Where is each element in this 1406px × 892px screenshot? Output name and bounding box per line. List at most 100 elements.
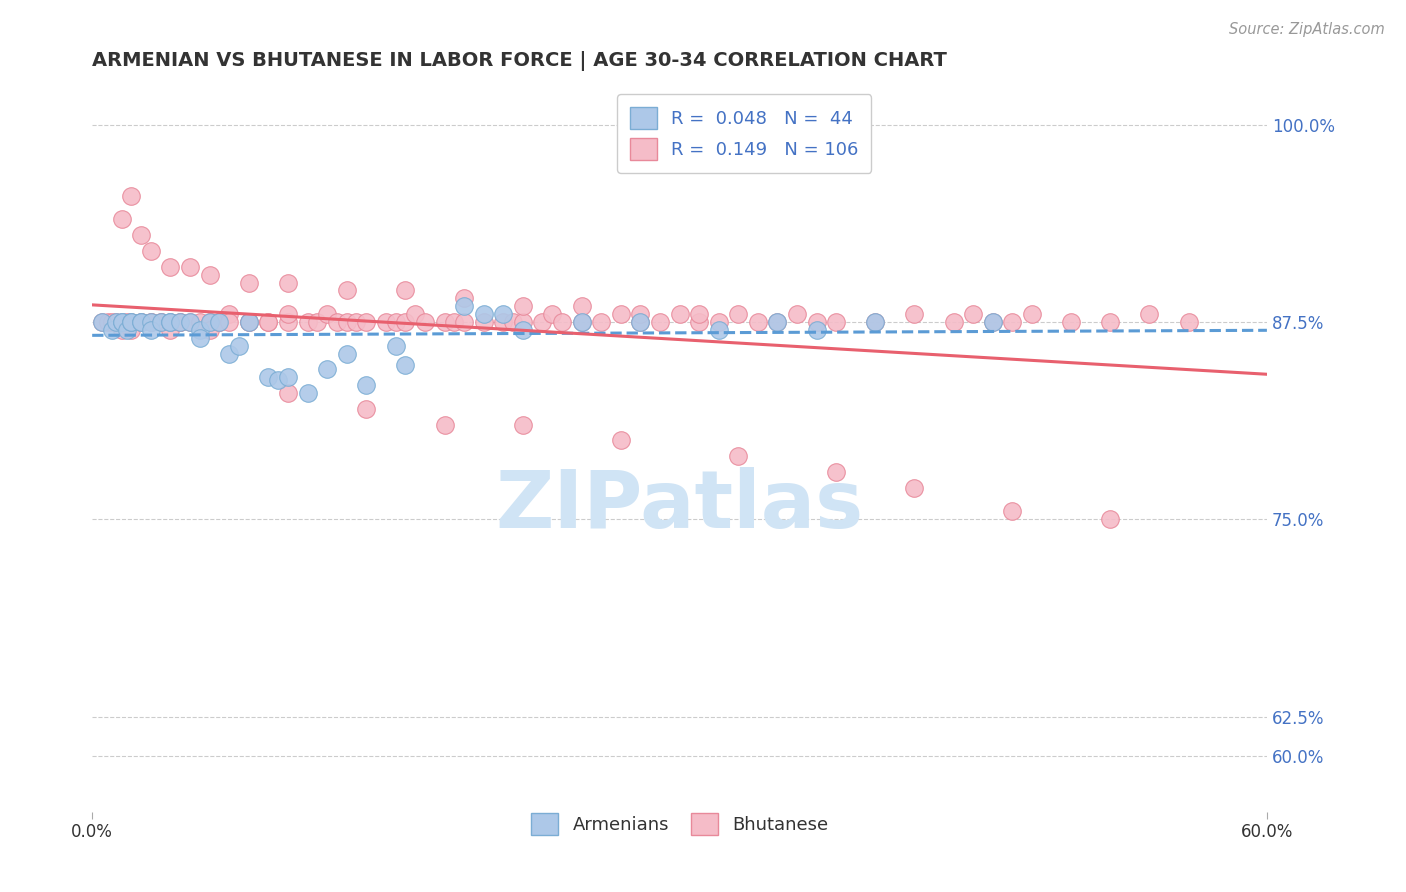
Point: [218, 315, 240, 329]
Point: [159, 315, 181, 329]
Point: [394, 358, 416, 372]
Point: [139, 244, 162, 258]
Point: [453, 291, 475, 305]
Point: [91, 315, 114, 329]
Point: [169, 315, 191, 329]
Point: [326, 315, 349, 329]
Point: [307, 315, 329, 329]
Point: [316, 362, 339, 376]
Point: [257, 315, 280, 329]
Point: [117, 315, 139, 329]
Point: [179, 315, 201, 329]
Point: [129, 315, 152, 329]
Point: [1099, 315, 1122, 329]
Point: [443, 315, 465, 329]
Point: [159, 260, 181, 274]
Point: [531, 315, 554, 329]
Point: [492, 307, 515, 321]
Point: [512, 299, 534, 313]
Point: [1139, 307, 1161, 321]
Point: [277, 386, 299, 401]
Point: [336, 284, 359, 298]
Point: [297, 386, 319, 401]
Point: [394, 284, 416, 298]
Point: [766, 315, 789, 329]
Point: [1001, 504, 1024, 518]
Point: [610, 434, 633, 448]
Point: [120, 323, 142, 337]
Text: ZIPatlas: ZIPatlas: [495, 467, 863, 545]
Point: [1001, 315, 1024, 329]
Point: [512, 323, 534, 337]
Point: [374, 315, 396, 329]
Point: [1060, 315, 1083, 329]
Point: [91, 315, 114, 329]
Point: [962, 307, 984, 321]
Point: [238, 315, 260, 329]
Point: [512, 315, 534, 329]
Point: [865, 315, 887, 329]
Point: [806, 323, 828, 337]
Point: [384, 339, 406, 353]
Point: [188, 315, 211, 329]
Point: [571, 315, 593, 329]
Point: [208, 315, 231, 329]
Point: [149, 315, 172, 329]
Text: Source: ZipAtlas.com: Source: ZipAtlas.com: [1229, 22, 1385, 37]
Point: [257, 370, 280, 384]
Point: [120, 188, 142, 202]
Point: [356, 315, 378, 329]
Point: [110, 315, 132, 329]
Point: [117, 323, 139, 337]
Point: [1177, 315, 1199, 329]
Legend: Armenians, Bhutanese: Armenians, Bhutanese: [523, 806, 835, 842]
Point: [198, 268, 221, 282]
Point: [707, 315, 730, 329]
Point: [610, 307, 633, 321]
Point: [541, 307, 564, 321]
Point: [139, 315, 162, 329]
Point: [110, 315, 132, 329]
Point: [129, 228, 152, 243]
Point: [129, 315, 152, 329]
Point: [238, 315, 260, 329]
Point: [139, 315, 162, 329]
Point: [218, 307, 240, 321]
Point: [433, 417, 456, 432]
Point: [942, 315, 965, 329]
Point: [238, 315, 260, 329]
Point: [786, 307, 808, 321]
Point: [110, 323, 132, 337]
Point: [472, 315, 495, 329]
Point: [120, 315, 142, 329]
Point: [277, 276, 299, 290]
Point: [628, 315, 651, 329]
Point: [198, 315, 221, 329]
Point: [129, 315, 152, 329]
Point: [394, 315, 416, 329]
Point: [104, 315, 127, 329]
Point: [228, 339, 250, 353]
Point: [346, 315, 368, 329]
Point: [97, 315, 120, 329]
Point: [208, 315, 231, 329]
Point: [356, 378, 378, 392]
Point: [551, 315, 574, 329]
Point: [277, 315, 299, 329]
Point: [179, 315, 201, 329]
Point: [139, 315, 162, 329]
Text: ARMENIAN VS BHUTANESE IN LABOR FORCE | AGE 30-34 CORRELATION CHART: ARMENIAN VS BHUTANESE IN LABOR FORCE | A…: [93, 51, 948, 70]
Point: [688, 307, 710, 321]
Point: [865, 315, 887, 329]
Point: [1099, 512, 1122, 526]
Point: [120, 315, 142, 329]
Point: [188, 331, 211, 345]
Point: [129, 315, 152, 329]
Point: [110, 212, 132, 227]
Point: [668, 307, 690, 321]
Point: [110, 315, 132, 329]
Point: [198, 315, 221, 329]
Point: [169, 315, 191, 329]
Point: [707, 323, 730, 337]
Point: [149, 315, 172, 329]
